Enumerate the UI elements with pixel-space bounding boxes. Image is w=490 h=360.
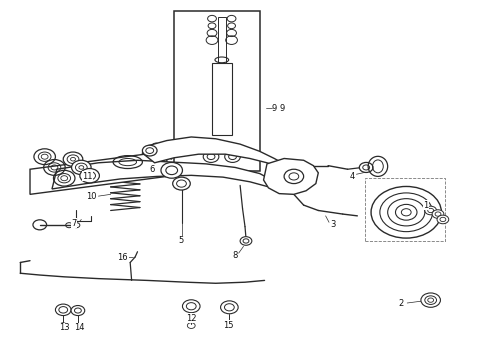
Polygon shape (264, 158, 318, 194)
Circle shape (359, 162, 373, 172)
Circle shape (220, 301, 238, 314)
Circle shape (371, 186, 441, 238)
Text: 14: 14 (74, 323, 84, 332)
Circle shape (71, 306, 85, 316)
Text: 10: 10 (86, 192, 97, 201)
Polygon shape (30, 151, 167, 194)
Circle shape (161, 162, 182, 178)
Bar (218, 17, 226, 63)
Bar (212, 63, 232, 135)
Text: 5: 5 (179, 237, 184, 246)
Text: 2: 2 (399, 299, 404, 308)
Text: 4: 4 (350, 172, 355, 181)
Text: 15: 15 (222, 321, 233, 330)
Text: 7: 7 (72, 219, 76, 228)
Text: 14: 14 (74, 323, 84, 332)
Text: 13: 13 (59, 323, 70, 332)
Text: 6: 6 (149, 165, 155, 174)
Circle shape (437, 215, 449, 224)
Polygon shape (143, 137, 284, 167)
Text: 12: 12 (186, 314, 196, 323)
Polygon shape (52, 160, 272, 189)
Circle shape (432, 210, 444, 219)
Text: 1: 1 (423, 201, 428, 210)
Circle shape (182, 300, 200, 313)
Text: 8: 8 (233, 251, 238, 260)
Text: 16: 16 (118, 253, 128, 262)
Text: 13: 13 (59, 323, 70, 332)
Text: 7: 7 (72, 219, 76, 228)
Text: 2: 2 (399, 299, 404, 308)
Text: 4: 4 (350, 172, 355, 181)
Circle shape (143, 145, 157, 156)
Text: 3: 3 (330, 220, 336, 229)
Circle shape (425, 206, 437, 215)
Circle shape (72, 160, 91, 175)
Text: 11: 11 (82, 172, 93, 181)
Bar (365, 178, 445, 241)
Text: 3: 3 (330, 220, 336, 229)
Circle shape (80, 168, 99, 183)
Text: 15: 15 (222, 321, 233, 330)
Circle shape (55, 304, 71, 316)
Circle shape (284, 169, 304, 184)
Circle shape (172, 177, 190, 190)
Circle shape (421, 293, 441, 307)
Text: 11: 11 (82, 172, 93, 181)
Text: 9: 9 (279, 104, 284, 113)
Text: 5: 5 (179, 237, 184, 246)
Circle shape (63, 152, 83, 166)
Circle shape (240, 237, 252, 245)
Text: 6: 6 (149, 165, 155, 174)
Text: 8: 8 (233, 251, 238, 260)
Bar (174, 12, 260, 171)
Text: 9: 9 (271, 104, 277, 113)
Text: 10: 10 (86, 192, 97, 201)
Text: 12: 12 (186, 314, 196, 323)
Text: 1: 1 (423, 201, 428, 210)
Text: 16: 16 (118, 253, 128, 262)
